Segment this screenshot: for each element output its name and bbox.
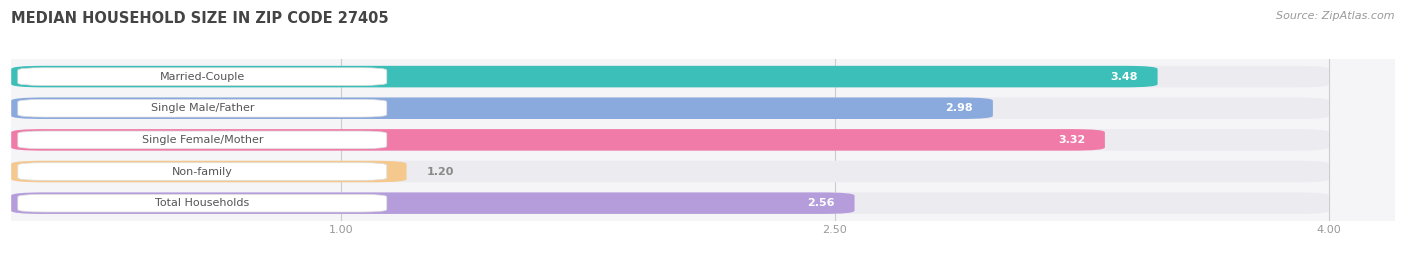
Text: Married-Couple: Married-Couple <box>160 72 245 82</box>
Text: 2.56: 2.56 <box>807 198 835 208</box>
Text: MEDIAN HOUSEHOLD SIZE IN ZIP CODE 27405: MEDIAN HOUSEHOLD SIZE IN ZIP CODE 27405 <box>11 11 389 26</box>
FancyBboxPatch shape <box>18 194 387 212</box>
FancyBboxPatch shape <box>11 97 1329 119</box>
Text: Single Female/Mother: Single Female/Mother <box>142 135 263 145</box>
FancyBboxPatch shape <box>18 131 387 149</box>
Text: 2.98: 2.98 <box>945 103 973 113</box>
FancyBboxPatch shape <box>11 192 1329 214</box>
Text: Single Male/Father: Single Male/Father <box>150 103 254 113</box>
FancyBboxPatch shape <box>11 129 1329 151</box>
FancyBboxPatch shape <box>18 163 387 180</box>
FancyBboxPatch shape <box>11 161 1329 182</box>
FancyBboxPatch shape <box>18 68 387 86</box>
Text: Total Households: Total Households <box>155 198 249 208</box>
FancyBboxPatch shape <box>11 129 1105 151</box>
Text: 3.48: 3.48 <box>1111 72 1137 82</box>
Text: 3.32: 3.32 <box>1057 135 1085 145</box>
FancyBboxPatch shape <box>11 66 1329 87</box>
FancyBboxPatch shape <box>11 161 406 182</box>
FancyBboxPatch shape <box>11 192 855 214</box>
FancyBboxPatch shape <box>18 100 387 117</box>
FancyBboxPatch shape <box>11 97 993 119</box>
FancyBboxPatch shape <box>11 66 1157 87</box>
Text: Non-family: Non-family <box>172 167 233 176</box>
Text: 1.20: 1.20 <box>426 167 454 176</box>
Text: Source: ZipAtlas.com: Source: ZipAtlas.com <box>1277 11 1395 21</box>
